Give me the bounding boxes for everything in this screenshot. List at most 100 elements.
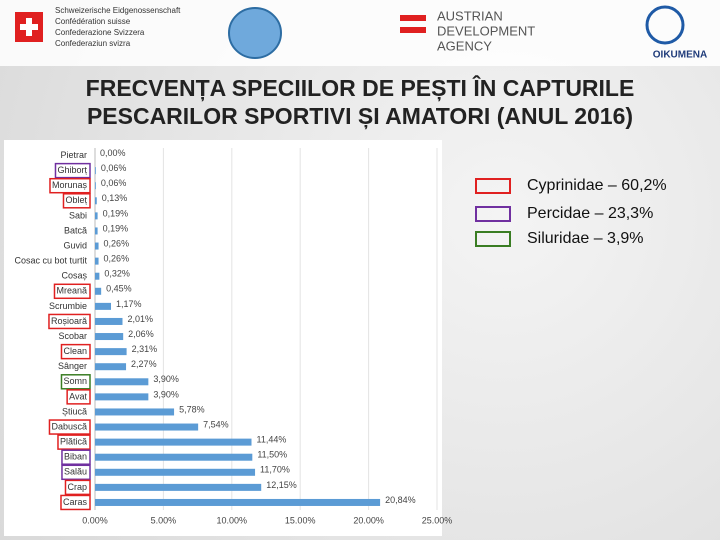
x-tick-label: 5.00%	[151, 515, 177, 525]
bar	[95, 408, 175, 416]
value-label: 20,84%	[385, 495, 416, 505]
value-label: 2,27%	[131, 359, 157, 369]
x-tick-label: 25.00%	[422, 515, 453, 525]
bar	[95, 453, 253, 461]
bar	[95, 212, 98, 220]
y-tick-label: Cosac cu bot turtit	[14, 256, 87, 266]
value-label: 0,06%	[101, 178, 127, 188]
value-label: 0,26%	[104, 238, 130, 248]
logo-bar	[0, 0, 720, 66]
y-tick-label: Plătică	[60, 437, 87, 447]
chart-title: PESCARILOR SPORTIVI ȘI AMATORI (ANUL 201…	[87, 103, 633, 130]
legend: Cyprinidae – 60,2% Percidae – 23,3% Siluri…	[475, 177, 667, 247]
bar	[95, 393, 149, 401]
value-label: 12,15%	[266, 480, 297, 490]
value-label: 0,13%	[102, 193, 128, 203]
y-tick-label: Salău	[64, 467, 87, 477]
bar	[95, 167, 96, 175]
value-label: 11,50%	[257, 450, 287, 460]
value-label: 11,70%	[260, 465, 290, 475]
bar	[95, 287, 102, 295]
plot: 0.00% 5.00% 10.00% 15.00% 20.00% 25.00% Pietra…	[14, 148, 452, 525]
chart-title: FRECVENȚA SPECIILOR DE PEȘTI ÎN CAPTURIL…	[86, 74, 635, 102]
bar	[95, 242, 99, 250]
family-box	[53, 283, 91, 300]
value-label: 0,19%	[103, 208, 129, 218]
value-label: 7,54%	[203, 419, 229, 429]
bar	[95, 272, 100, 280]
y-tick-label: Ghiborț	[57, 165, 87, 175]
value-label: 0,06%	[101, 163, 127, 173]
family-box	[66, 389, 91, 405]
y-tick-label: Clean	[63, 346, 87, 356]
logo-text: OIKUMENA	[653, 50, 707, 61]
y-tick-label: Morunaș	[52, 180, 88, 190]
logo-text: Schweizerische Eidgenossenschaft	[55, 6, 181, 15]
logo-text: Confédération suisse	[55, 17, 131, 26]
bar	[95, 348, 127, 356]
y-tick-label: Guvid	[63, 240, 87, 250]
x-tick-label: 15.00%	[285, 515, 316, 525]
logo-text: Confederazione Svizzera	[55, 28, 145, 37]
y-tick-label: Caras	[63, 497, 88, 507]
y-tick-label: Crap	[67, 482, 87, 492]
value-label: 0,32%	[104, 269, 130, 279]
value-label: 3,90%	[153, 389, 179, 399]
y-tick-label: Somn	[63, 376, 87, 386]
legend-swatch	[475, 178, 511, 194]
value-label: 2,01%	[127, 314, 153, 324]
family-box	[62, 193, 91, 209]
y-tick-label: Dabuscă	[51, 421, 87, 431]
y-tick-label: Sabi	[69, 210, 87, 220]
bar	[95, 363, 127, 371]
logo-text: AGENCY	[437, 38, 492, 53]
y-tick-label: Scrumbie	[49, 301, 87, 311]
round-logo	[228, 7, 282, 59]
value-label: 1,17%	[116, 299, 142, 309]
y-tick-label: Știucă	[62, 406, 87, 416]
logo-text: DEVELOPMENT	[437, 23, 535, 38]
bar	[95, 182, 96, 190]
bar	[95, 302, 112, 310]
family-box	[64, 479, 91, 496]
value-label: 2,31%	[132, 344, 158, 354]
family-box	[54, 162, 91, 179]
logo-text: AUSTRIAN	[437, 8, 503, 23]
family-box	[61, 464, 91, 481]
value-label: 11,44%	[256, 435, 286, 445]
family-box	[61, 449, 91, 465]
bar	[95, 317, 123, 325]
swiss-cross	[20, 18, 38, 36]
value-label: 0,45%	[106, 284, 132, 294]
family-box	[49, 177, 91, 194]
logo-text: Confederaziun svizra	[55, 39, 131, 48]
y-tick-label: Biban	[64, 452, 87, 462]
y-tick-label: Sânger	[58, 361, 87, 371]
bar	[95, 423, 199, 431]
legend-label: Cyprinidae – 60,2%	[527, 177, 667, 194]
value-label: 0,26%	[104, 254, 130, 264]
legend-label: Siluridae – 3,9%	[527, 230, 644, 247]
y-tick-label: Scobar	[58, 331, 87, 341]
oikumena-logo	[645, 5, 685, 45]
value-label: 0,19%	[103, 223, 129, 233]
family-box	[60, 494, 91, 511]
x-tick-label: 20.00%	[353, 515, 384, 525]
bar	[95, 333, 124, 341]
ada-logo	[400, 15, 426, 21]
bar	[95, 483, 262, 491]
y-tick-label: Pietrar	[60, 150, 87, 160]
y-tick-label: Cosaș	[61, 271, 87, 281]
y-tick-label: Obleț	[65, 195, 87, 205]
y-tick-label: Avat	[69, 391, 87, 401]
family-box	[48, 313, 91, 330]
y-tick-label: Batcă	[64, 225, 87, 235]
family-box	[60, 343, 91, 360]
legend-swatch	[475, 231, 511, 247]
bar	[95, 498, 381, 506]
value-label: 0,00%	[100, 148, 126, 158]
x-tick-label: 10.00%	[217, 515, 248, 525]
ada-logo	[400, 27, 426, 33]
bar	[95, 197, 97, 205]
